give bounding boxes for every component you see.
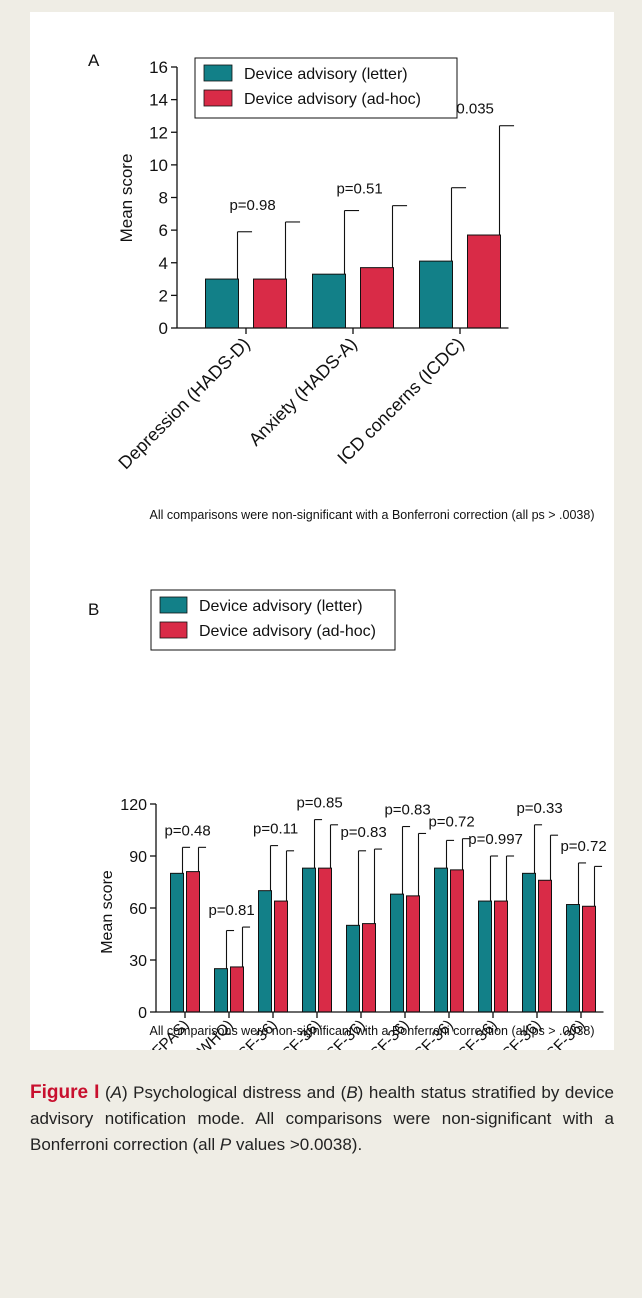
bar (434, 867, 448, 1013)
bar (390, 893, 404, 1013)
chart-footnote: All comparisons were non-significant wit… (149, 1024, 594, 1038)
bar (419, 260, 453, 329)
legend-swatch (159, 621, 188, 639)
y-tick-label: 8 (159, 189, 168, 208)
y-tick-label: 4 (159, 254, 168, 273)
figure-caption: Figure I (A) Psychological distress and … (30, 1080, 614, 1158)
y-tick-label: 12 (149, 123, 168, 142)
x-tick-label: Anxiety (HADS-A) (245, 334, 361, 450)
p-value-label: p=0.85 (296, 795, 342, 812)
caption-text: values >0.0038). (231, 1135, 363, 1154)
y-tick-label: 120 (120, 797, 147, 814)
legend-label: Device advisory (ad-hoc) (244, 91, 421, 108)
bar (346, 924, 360, 1013)
panel-label: B (88, 600, 99, 619)
bar (478, 900, 492, 1013)
p-value-label: p=0.11 (253, 821, 298, 838)
legend-swatch (159, 596, 188, 614)
bar (258, 890, 272, 1013)
y-axis-title: Mean score (99, 870, 116, 954)
caption-text: ) Psychological distress and ( (121, 1083, 347, 1102)
bar (450, 869, 464, 1013)
p-value-label: p=0.83 (384, 802, 430, 819)
bar (274, 900, 288, 1013)
chart-footnote: All comparisons were non-significant wit… (149, 508, 594, 522)
y-tick-label: 10 (149, 156, 168, 175)
bar (362, 923, 376, 1013)
y-tick-label: 16 (149, 58, 168, 77)
y-tick-label: 2 (159, 286, 168, 305)
legend-swatch (203, 64, 233, 82)
bar (186, 871, 200, 1013)
p-value-label: p=0.72 (428, 814, 474, 831)
bar (494, 900, 508, 1013)
p-value-label: p=0.48 (164, 822, 210, 839)
bar (566, 904, 580, 1013)
x-tick-label: Depression (HADS-D) (114, 334, 253, 473)
p-value-label: p=0.997 (468, 831, 523, 848)
y-tick-label: 60 (129, 901, 147, 918)
bar (253, 278, 287, 329)
figure-charts: A 0 2 4 6 8 10 12 14 16 Mean score p=0.98 Depression… (50, 51, 607, 1050)
figure-label: Figure I (30, 1082, 100, 1103)
legend-box (150, 589, 396, 651)
p-value-label: p=0.81 (208, 902, 254, 919)
bar (538, 879, 552, 1013)
caption-p: P (219, 1135, 232, 1154)
legend-swatch (203, 89, 233, 107)
bar (522, 872, 536, 1013)
y-tick-label: 6 (159, 221, 168, 240)
bar (170, 872, 184, 1013)
caption-panel-a: A (110, 1083, 122, 1102)
legend-label: Device advisory (letter) (244, 66, 408, 83)
caption-panel-b: B (346, 1083, 358, 1102)
legend-label: Device advisory (letter) (199, 598, 363, 615)
bar (302, 867, 316, 1013)
bar (406, 895, 420, 1013)
caption-text: ) health status stratified by device adv… (30, 1083, 615, 1154)
bar (214, 968, 228, 1013)
p-value-label: p=0.51 (336, 181, 382, 198)
legend-box (194, 57, 458, 119)
caption-text: ( (99, 1083, 111, 1102)
bar (360, 267, 394, 329)
y-tick-label: 0 (159, 319, 168, 338)
legend-label: Device advisory (ad-hoc) (199, 623, 376, 640)
y-tick-label: 0 (138, 1005, 147, 1022)
bar (467, 234, 501, 329)
p-value-label: p=0.33 (516, 800, 562, 817)
y-axis-title: Mean score (117, 154, 136, 243)
bar (312, 273, 346, 329)
p-value-label: p=0.83 (340, 824, 386, 841)
figure-panel: A 0 2 4 6 8 10 12 14 16 Mean score p=0.98 Depression… (30, 12, 614, 1050)
bar (230, 966, 244, 1013)
bar (582, 905, 596, 1013)
y-tick-label: 30 (129, 953, 147, 970)
bar (318, 867, 332, 1013)
p-value-label: p=0.98 (229, 197, 275, 214)
bar (205, 278, 239, 329)
y-tick-label: 14 (149, 91, 168, 110)
y-tick-label: 90 (129, 849, 147, 866)
panel-label: A (88, 51, 100, 70)
p-value-label: p=0.72 (560, 838, 606, 855)
